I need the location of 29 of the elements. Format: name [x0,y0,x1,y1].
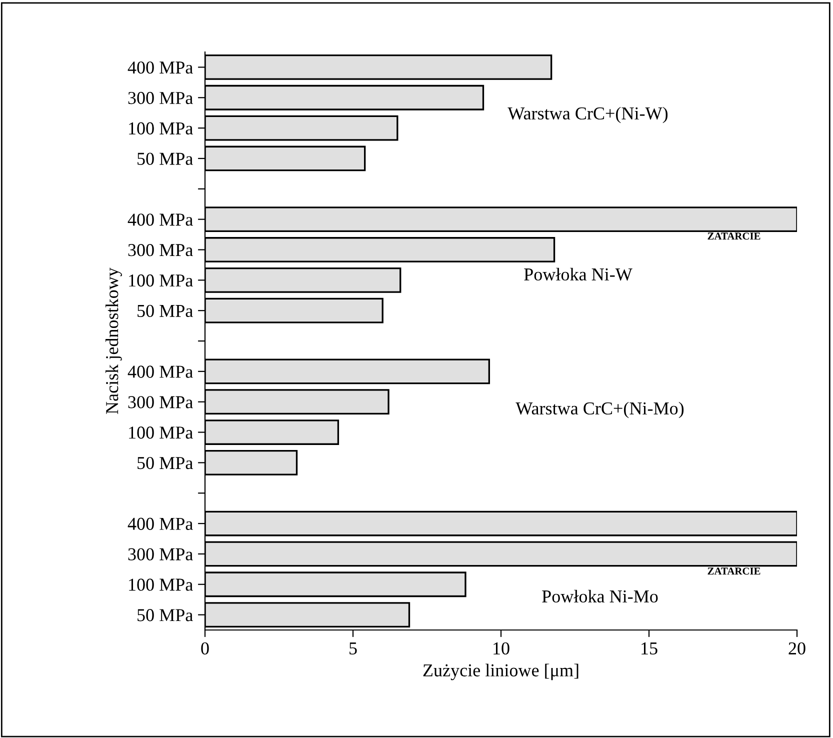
y-tick-label: 100 MPa [129,274,193,287]
y-axis-title: Nacisk jednostkowy [106,268,122,414]
x-tick-label: 10 [494,642,510,655]
annotation: Powłoka Ni-Mo [542,590,658,603]
annotation: ZATARCIE [708,568,760,575]
y-tick-label: 400 MPa [128,518,193,530]
y-tick-label: 300 MPa [128,396,193,408]
y-tick-label: 50 MPa [138,152,193,165]
annotation: ZATARCIE [708,232,760,240]
x-tick-label: 0 [201,642,209,655]
y-tick-label: 400 MPa [128,61,193,74]
x-tick-label: 5 [350,642,357,655]
y-tick-label: 100 MPa [129,578,193,591]
y-tick-label: 300 MPa [128,244,193,256]
annotation: Warstwa CrC+(Ni-W) [508,106,668,124]
annotation: Powłoka Ni-W [524,268,632,281]
x-axis-title: Zużycie liniowe [μm] [423,664,578,680]
y-tick-label: 400 MPa [128,214,193,226]
y-tick-label: 300 MPa [128,92,193,104]
x-tick-label: 15 [642,642,658,655]
y-tick-label: 100 MPa [129,122,193,134]
y-tick-label: 100 MPa [129,426,193,439]
y-tick-label: 50 MPa [138,609,193,622]
y-tick-label: 400 MPa [128,366,193,378]
x-tick-label: 20 [788,642,806,655]
annotation: Warstwa CrC+(Ni-Mo) [516,402,684,418]
y-tick-label: 50 MPa [138,304,193,318]
y-tick-label: 300 MPa [128,548,193,560]
y-tick-label: 50 MPa [138,456,193,470]
